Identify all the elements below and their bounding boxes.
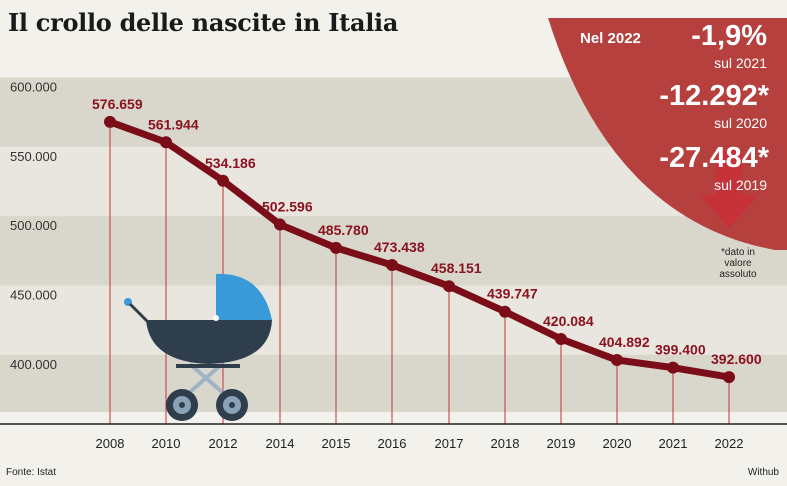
x-tick-label: 2014: [266, 436, 295, 451]
x-tick-label: 2019: [547, 436, 576, 451]
summary-panel: [548, 18, 787, 250]
x-tick-label: 2008: [96, 436, 125, 451]
data-label: 485.780: [318, 222, 369, 238]
y-tick-label: 600.000: [10, 80, 57, 95]
stat-label-2020: sul 2020: [714, 115, 767, 131]
data-point: [611, 354, 623, 367]
data-label: 534.186: [205, 155, 256, 171]
x-axis: 2008 2010 2012 2014 2015 2016 2017 2018 2019 2020…: [96, 436, 744, 451]
data-point: [104, 115, 116, 128]
data-point: [555, 332, 567, 345]
data-label: 561.944: [148, 116, 199, 132]
data-point: [667, 361, 679, 374]
data-point: [386, 258, 398, 271]
x-tick-label: 2016: [378, 436, 407, 451]
data-label: 473.438: [374, 239, 425, 255]
data-point: [217, 174, 229, 187]
x-tick-label: 2022: [715, 436, 744, 451]
data-label: 399.400: [655, 342, 706, 358]
stroller-icon: [124, 273, 272, 421]
stat-value-2019: -27.484*: [659, 142, 769, 174]
x-tick-label: 2017: [435, 436, 464, 451]
x-tick-label: 2021: [659, 436, 688, 451]
x-tick-label: 2020: [603, 436, 632, 451]
data-points: [104, 115, 735, 384]
arrow-down-icon: [700, 150, 758, 228]
data-label: 439.747: [487, 286, 538, 302]
drop-lines: [109, 121, 730, 424]
data-point: [330, 241, 342, 254]
data-label: 404.892: [599, 334, 650, 350]
y-tick-label: 550.000: [10, 149, 57, 164]
x-tick-label: 2012: [209, 436, 238, 451]
data-labels: 576.659 561.944 534.186 502.596 485.780 473.4…: [92, 96, 762, 367]
y-tick-label: 500.000: [10, 218, 57, 233]
chart-title: Il crollo delle nascite in Italia: [8, 8, 399, 37]
footnote: *dato in valore assoluto: [719, 247, 757, 280]
stat-label-2021: sul 2021: [714, 55, 767, 71]
data-point: [499, 305, 511, 318]
stat-label-2019: sul 2019: [714, 177, 767, 193]
y-tick-label: 400.000: [10, 357, 57, 372]
source-label: Fonte: Istat: [6, 467, 57, 478]
data-label: 392.600: [711, 351, 762, 367]
births-line: [106, 118, 733, 381]
data-point: [274, 218, 286, 231]
panel-year-label: Nel 2022: [580, 30, 641, 47]
data-label: 420.084: [543, 313, 594, 329]
x-tick-label: 2010: [152, 436, 181, 451]
data-label: 502.596: [262, 199, 313, 215]
data-label: 458.151: [431, 260, 482, 276]
stat-value-2020: -12.292*: [659, 80, 769, 112]
x-tick-label: 2015: [322, 436, 351, 451]
stat-value-2021: -1,9%: [691, 20, 767, 52]
data-point: [443, 280, 455, 293]
data-point: [723, 371, 735, 384]
data-label: 576.659: [92, 96, 143, 112]
y-axis: 600.000 550.000 500.000 450.000 400.000: [10, 80, 57, 372]
y-tick-label: 450.000: [10, 287, 57, 302]
credit-label: Withub: [747, 467, 779, 478]
x-tick-label: 2018: [491, 436, 520, 451]
grid-band: [0, 285, 787, 355]
grid-band: [0, 216, 787, 286]
data-point: [160, 136, 172, 149]
